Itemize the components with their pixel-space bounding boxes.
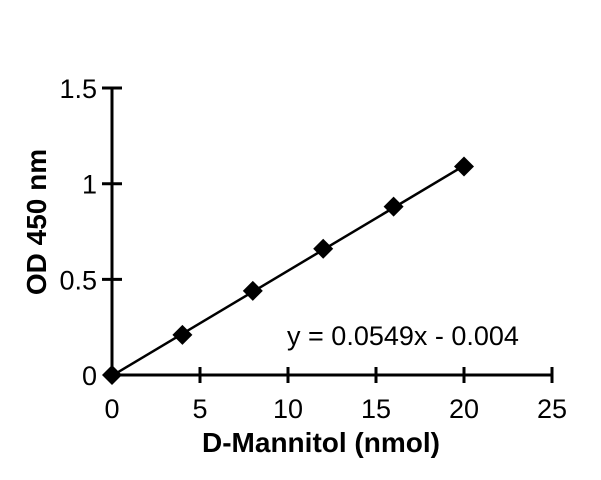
data-point-marker [383, 196, 404, 217]
data-point-marker [172, 324, 193, 345]
data-point-marker [102, 365, 122, 385]
y-tick-label: 0 [82, 361, 97, 391]
data-point-marker [454, 156, 474, 177]
trendline-equation-label: y = 0.0549x - 0.004 [287, 321, 519, 351]
x-tick-label: 15 [361, 394, 391, 424]
x-tick-label: 25 [537, 394, 567, 424]
x-tick-label: 5 [192, 394, 207, 424]
x-tick-label: 20 [449, 394, 479, 424]
x-tick-label: 0 [104, 394, 119, 424]
data-point-marker [313, 238, 334, 259]
y-tick-label: 0.5 [59, 265, 97, 295]
y-axis-title: OD 450 nm [21, 149, 52, 295]
plot-area: 0 5 10 15 20 25 0 0.5 1 1.5 [59, 74, 567, 424]
trend-line [111, 164, 465, 377]
x-tick-label: 10 [273, 394, 303, 424]
data-point-marker [242, 280, 263, 301]
x-axis-title: D-Mannitol (nmol) [202, 427, 440, 458]
y-tick-label: 1.5 [59, 74, 97, 104]
y-tick-label: 1 [82, 170, 97, 200]
